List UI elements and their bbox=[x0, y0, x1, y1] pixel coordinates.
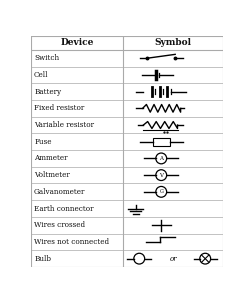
Bar bbox=[153, 138, 170, 146]
Text: V: V bbox=[159, 172, 163, 178]
Text: Symbol: Symbol bbox=[155, 38, 192, 47]
Text: Variable resistor: Variable resistor bbox=[34, 121, 94, 129]
Text: Bulb: Bulb bbox=[34, 255, 51, 262]
Text: Cell: Cell bbox=[34, 71, 49, 79]
Text: Wires not connected: Wires not connected bbox=[34, 238, 109, 246]
Text: or: or bbox=[169, 255, 177, 262]
Text: Fuse: Fuse bbox=[34, 138, 52, 146]
Text: Voltmeter: Voltmeter bbox=[34, 171, 70, 179]
Text: Galvanometer: Galvanometer bbox=[34, 188, 86, 196]
Text: Device: Device bbox=[61, 38, 94, 47]
Text: A: A bbox=[159, 156, 163, 161]
Text: Ammeter: Ammeter bbox=[34, 154, 68, 162]
Text: Battery: Battery bbox=[34, 88, 61, 96]
Text: Switch: Switch bbox=[34, 54, 59, 62]
Text: G: G bbox=[159, 189, 163, 194]
Text: Earth connector: Earth connector bbox=[34, 205, 93, 212]
Text: Wires crossed: Wires crossed bbox=[34, 221, 85, 229]
Text: Fixed resistor: Fixed resistor bbox=[34, 104, 84, 112]
